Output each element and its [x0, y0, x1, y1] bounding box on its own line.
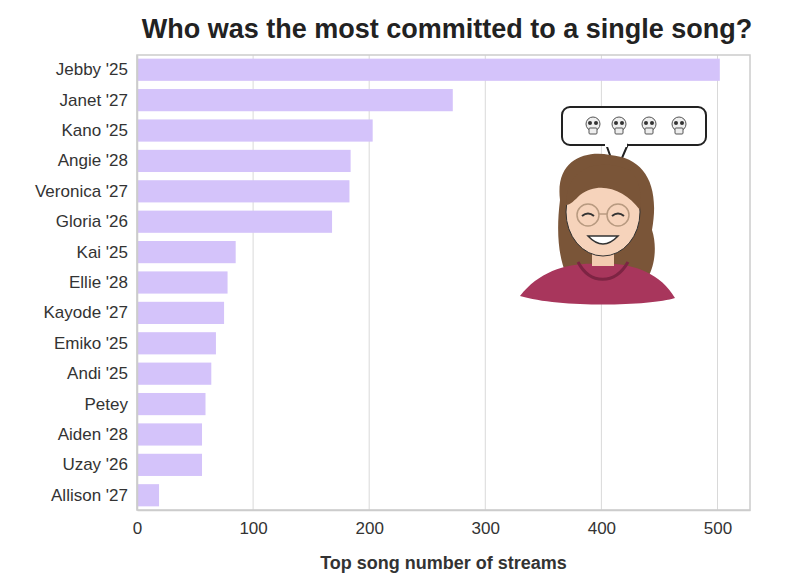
- y-tick: Janet '27: [60, 91, 137, 110]
- skull-eye: [620, 121, 624, 125]
- category-label: Aiden '28: [58, 425, 128, 444]
- bar: [137, 89, 453, 111]
- bar: [137, 454, 202, 476]
- y-axis: Jebby '25 Janet '27 Kano '25 Angie '28 Veron…: [35, 56, 138, 511]
- x-tick-label: 100: [239, 519, 267, 538]
- x-axis-line: [138, 510, 751, 512]
- x-tick-label: 400: [588, 519, 616, 538]
- smile: [588, 236, 618, 244]
- category-label: Angie '28: [58, 151, 128, 170]
- x-tick-label: 200: [356, 519, 384, 538]
- x-tick: 400: [588, 510, 616, 538]
- category-label: Kai '25: [77, 243, 128, 262]
- glasses-lens: [577, 204, 599, 226]
- eye: [612, 214, 624, 217]
- hoodie: [520, 264, 675, 305]
- skull-eye: [644, 121, 648, 125]
- y-tick: Angie '28: [58, 151, 137, 170]
- bar: [137, 332, 216, 354]
- x-tick: 200: [356, 510, 384, 538]
- x-tick-label: 300: [472, 519, 500, 538]
- y-tick: Uzay '26: [62, 455, 137, 474]
- title: Who was the most committed to a single s…: [142, 14, 753, 44]
- skull-jaw: [675, 128, 683, 134]
- glasses-lens: [607, 204, 629, 226]
- bar: [137, 119, 373, 141]
- bar: [137, 302, 224, 324]
- category-label: Veronica '27: [35, 182, 128, 201]
- grid-line: [485, 55, 486, 510]
- category-label: Allison '27: [51, 486, 128, 505]
- y-tick: Kayode '27: [43, 303, 137, 322]
- x-tick: 500: [704, 510, 732, 538]
- category-label: Jebby '25: [56, 60, 128, 79]
- x-axis: 0 100 200 300 400 500: [133, 510, 751, 538]
- y-tick: Andi '25: [67, 364, 137, 383]
- bar: [137, 423, 202, 445]
- skull-eye: [674, 121, 678, 125]
- bar: [137, 271, 228, 293]
- skull-jaw: [645, 128, 653, 134]
- grid-line: [717, 55, 718, 510]
- bar: [137, 484, 159, 506]
- skull-jaw: [615, 128, 623, 134]
- plot-frame: [137, 55, 750, 510]
- plot: 0 100 200 300 400 500 Jebby '25 Janet '27 Kano '…: [35, 55, 751, 538]
- y-tick: Allison '27: [51, 486, 137, 505]
- bars: [137, 59, 720, 507]
- y-tick: Kai '25: [77, 243, 137, 262]
- skull-eye: [594, 121, 598, 125]
- y-tick: Petey: [85, 395, 137, 414]
- y-tick: Veronica '27: [35, 182, 137, 201]
- category-label: Petey: [85, 395, 129, 414]
- category-label: Andi '25: [67, 364, 128, 383]
- y-tick: Aiden '28: [58, 425, 137, 444]
- y-tick: Kano '25: [61, 121, 137, 140]
- category-label: Emiko '25: [54, 334, 128, 353]
- glasses-bridge: [599, 213, 607, 215]
- illustration: [520, 107, 706, 305]
- speech-bubble-join: [605, 143, 627, 147]
- chart: 0 100 200 300 400 500 Jebby '25 Janet '27 Kano '…: [0, 0, 800, 586]
- bar: [137, 393, 205, 415]
- skull-eye: [588, 121, 592, 125]
- skull-eye: [650, 121, 654, 125]
- x-tick-label: 500: [704, 519, 732, 538]
- eye: [582, 214, 594, 217]
- x-axis-title: Top song number of streams: [320, 553, 567, 573]
- grid: [137, 55, 717, 510]
- y-tick: Gloria '26: [56, 212, 137, 231]
- bar: [137, 59, 720, 81]
- bar: [137, 241, 236, 263]
- bar: [137, 363, 211, 385]
- category-label: Kayode '27: [43, 303, 128, 322]
- speech-bubble: [562, 107, 706, 145]
- y-tick: Emiko '25: [54, 334, 137, 353]
- category-label: Ellie '28: [69, 273, 128, 292]
- bar: [137, 150, 351, 172]
- skull-jaw: [589, 128, 597, 134]
- x-tick: 300: [472, 510, 500, 538]
- x-tick: 0: [133, 510, 142, 538]
- bar: [137, 180, 349, 202]
- y-tick: Ellie '28: [69, 273, 137, 292]
- y-axis-line: [137, 56, 139, 511]
- x-tick-label: 0: [133, 519, 142, 538]
- bar: [137, 211, 332, 233]
- category-label: Gloria '26: [56, 212, 128, 231]
- category-label: Kano '25: [61, 121, 128, 140]
- bangs: [566, 165, 641, 210]
- y-tick: Jebby '25: [56, 60, 137, 79]
- x-tick: 100: [239, 510, 267, 538]
- skull-eye: [680, 121, 684, 125]
- skull-eye: [614, 121, 618, 125]
- category-label: Janet '27: [60, 91, 128, 110]
- category-label: Uzay '26: [62, 455, 128, 474]
